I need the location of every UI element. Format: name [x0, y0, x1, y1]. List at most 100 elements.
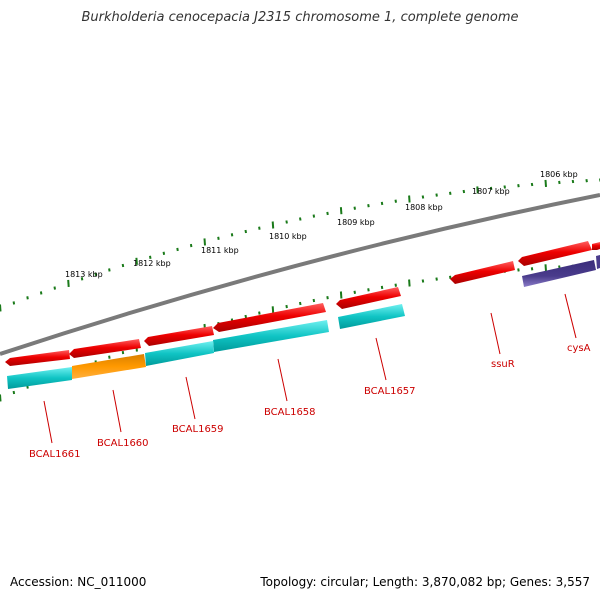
outer-scale-ticks — [0, 178, 600, 312]
inner-scale-tick — [12, 390, 16, 395]
forward-cds-7 — [69, 339, 141, 358]
inner-scale-tick — [530, 267, 534, 271]
outer-scale-tick — [203, 238, 206, 246]
outer-scale-tick — [380, 201, 384, 206]
outer-scale-tick — [244, 229, 247, 234]
forward-cds-4 — [336, 287, 401, 309]
leader-bcal1657 — [375, 337, 387, 381]
outer-scale-tick — [39, 291, 43, 295]
gene-label-bcal1661: BCAL1661 — [29, 449, 81, 460]
accession-text: Accession: NC_011000 — [10, 575, 147, 589]
gene-label-bcal1658: BCAL1658 — [264, 407, 316, 418]
outer-scale-tick — [189, 243, 193, 248]
outer-scale-tick — [462, 189, 466, 194]
genome-summary-text: Topology: circular; Length: 3,870,082 bp… — [260, 575, 590, 589]
scale-labels: 1806 kbp 1807 kbp 1808 kbp 1809 kbp 1810… — [65, 170, 578, 279]
outer-scale-tick — [503, 185, 506, 189]
outer-scale-tick — [571, 179, 575, 184]
scale-label-1809: 1809 kbp — [337, 218, 375, 227]
leader-ssuR — [490, 312, 501, 355]
outer-scale-tick — [421, 195, 425, 199]
forward-cds-5 — [213, 303, 326, 332]
scale-label-1808: 1808 kbp — [405, 203, 443, 212]
leader-bcal1658 — [277, 358, 288, 402]
inner-scale-tick — [326, 296, 329, 300]
outer-scale-tick — [449, 191, 452, 195]
inner-scale-tick — [285, 304, 288, 309]
inner-scale-tick — [258, 311, 261, 315]
inner-scale-tick — [339, 291, 343, 299]
inner-scale-tick — [435, 277, 438, 281]
outer-scale-tick — [94, 272, 97, 276]
leader-bcal1660 — [112, 389, 122, 433]
leader-bcal1661 — [43, 400, 53, 444]
reverse-cds-bcal1660 — [72, 354, 146, 379]
scale-label-1812: 1812 kbp — [133, 259, 171, 268]
outer-scale-tick — [176, 247, 179, 252]
inner-scale-tick — [517, 268, 520, 272]
scale-label-1813: 1813 kbp — [65, 270, 103, 279]
outer-scale-tick — [585, 179, 588, 183]
inner-scale-tick — [299, 301, 302, 306]
outer-scale-tick — [544, 179, 547, 187]
genome-backbone — [0, 193, 600, 356]
reverse-cds-bcal1657 — [338, 304, 405, 329]
inner-scale-tick — [312, 298, 316, 303]
leader-cysA — [564, 293, 577, 339]
gene-label-bcal1657: BCAL1657 — [364, 386, 416, 397]
forward-strand-genes — [5, 241, 600, 366]
outer-scale-tick — [135, 257, 138, 265]
outer-scale-tick — [394, 199, 397, 203]
inner-scale-tick — [421, 279, 425, 283]
forward-cds-3 — [450, 261, 515, 284]
outer-scale-tick — [299, 217, 302, 221]
inner-scale-tick — [380, 285, 384, 290]
outer-scale-tick — [258, 226, 261, 230]
reverse-cds-bcal1659 — [145, 341, 214, 366]
gene-label-ssuR: ssuR — [491, 359, 515, 370]
outer-scale-tick — [217, 236, 220, 240]
reverse-cds-bcal1658 — [213, 320, 329, 352]
outer-scale-tick — [53, 286, 56, 290]
outer-scale-tick — [121, 263, 125, 268]
outer-scale-tick — [435, 193, 438, 197]
outer-scale-tick — [26, 296, 29, 300]
inner-scale-tick — [353, 290, 356, 294]
forward-cds-6 — [144, 326, 214, 346]
reverse-cds-cysA — [522, 260, 596, 287]
outer-scale-tick — [80, 277, 84, 281]
outer-scale-tick — [230, 233, 234, 237]
outer-scale-tick — [149, 255, 152, 259]
outer-scale-tick — [312, 214, 316, 218]
inner-scale-tick — [544, 264, 547, 272]
inner-scale-tick — [0, 394, 2, 402]
label-leader-lines — [43, 293, 577, 444]
scale-label-1810: 1810 kbp — [269, 232, 307, 241]
gene-label-bcal1660: BCAL1660 — [97, 438, 149, 449]
inner-scale-tick — [271, 306, 275, 314]
outer-scale-tick — [339, 207, 343, 215]
outer-scale-tick — [517, 184, 520, 188]
inner-scale-tick — [394, 283, 397, 287]
outer-scale-tick — [0, 304, 2, 312]
inner-scale-tick — [108, 355, 111, 359]
outer-scale-tick — [271, 221, 275, 229]
reverse-cds-ssu — [596, 255, 600, 269]
scale-label-1811: 1811 kbp — [201, 246, 239, 255]
gene-label-bcal1659: BCAL1659 — [172, 424, 224, 435]
scale-label-1806: 1806 kbp — [540, 170, 578, 179]
gene-labels: cysA ssuR BCAL1657 BCAL1658 BCAL1659 BCA… — [29, 343, 591, 460]
outer-scale-tick — [326, 211, 329, 216]
inner-scale-tick — [367, 288, 370, 292]
outer-scale-tick — [162, 251, 166, 255]
reverse-strand-genes — [7, 255, 600, 389]
outer-scale-tick — [408, 195, 411, 203]
outer-scale-tick — [530, 182, 534, 187]
outer-scale-tick — [558, 180, 561, 185]
outer-scale-tick — [489, 186, 493, 191]
forward-cds-2 — [518, 241, 592, 266]
outer-scale-tick — [476, 186, 479, 194]
outer-scale-tick — [12, 301, 16, 305]
inner-scale-tick — [408, 279, 411, 287]
leader-bcal1659 — [185, 376, 196, 420]
